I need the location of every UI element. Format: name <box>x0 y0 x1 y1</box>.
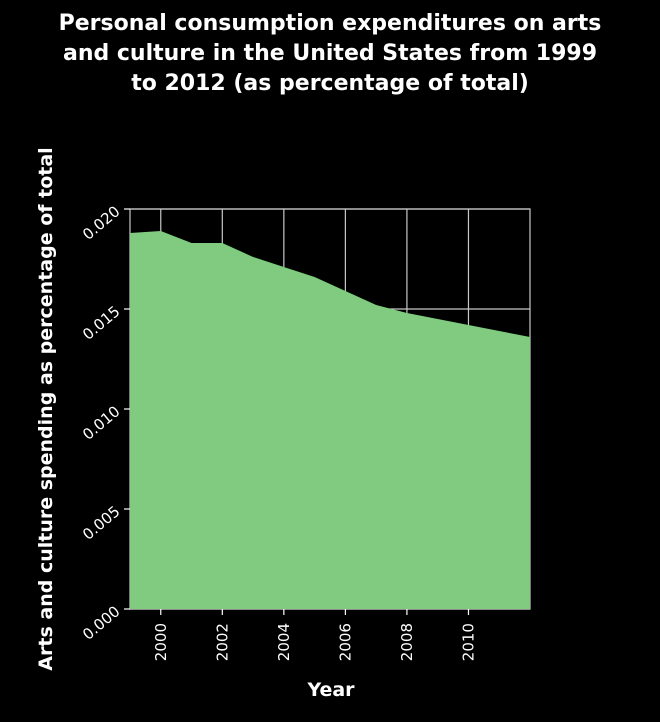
x-tick-label: 2008 <box>398 623 416 661</box>
x-axis-label: Year <box>306 679 355 701</box>
y-axis-ticks: 0.000 0.005 0.010 0.015 0.020 <box>79 202 130 644</box>
y-axis-label: Arts and culture spending as percentage … <box>35 147 57 670</box>
chart-title-line-3: to 2012 (as percentage of total) <box>131 71 529 96</box>
y-tick-label: 0.015 <box>79 302 123 343</box>
x-tick-label: 2004 <box>275 623 293 661</box>
x-tick-label: 2006 <box>336 623 354 661</box>
chart-title-line-1: Personal consumption expenditures on art… <box>59 11 602 36</box>
x-tick-label: 2000 <box>152 623 170 661</box>
y-tick-label: 0.005 <box>79 502 123 543</box>
y-tick-label: 0.010 <box>79 402 123 443</box>
y-tick-label: 0.020 <box>79 202 123 243</box>
x-axis-ticks: 2000 2002 2004 2006 2008 2010 <box>152 609 477 661</box>
chart-title-line-2: and culture in the United States from 19… <box>63 41 597 66</box>
y-tick-label: 0.000 <box>79 602 123 643</box>
chart-title: Personal consumption expenditures on art… <box>59 11 602 96</box>
x-tick-label: 2002 <box>213 623 231 661</box>
x-tick-label: 2010 <box>459 623 477 661</box>
series-area <box>130 231 530 609</box>
